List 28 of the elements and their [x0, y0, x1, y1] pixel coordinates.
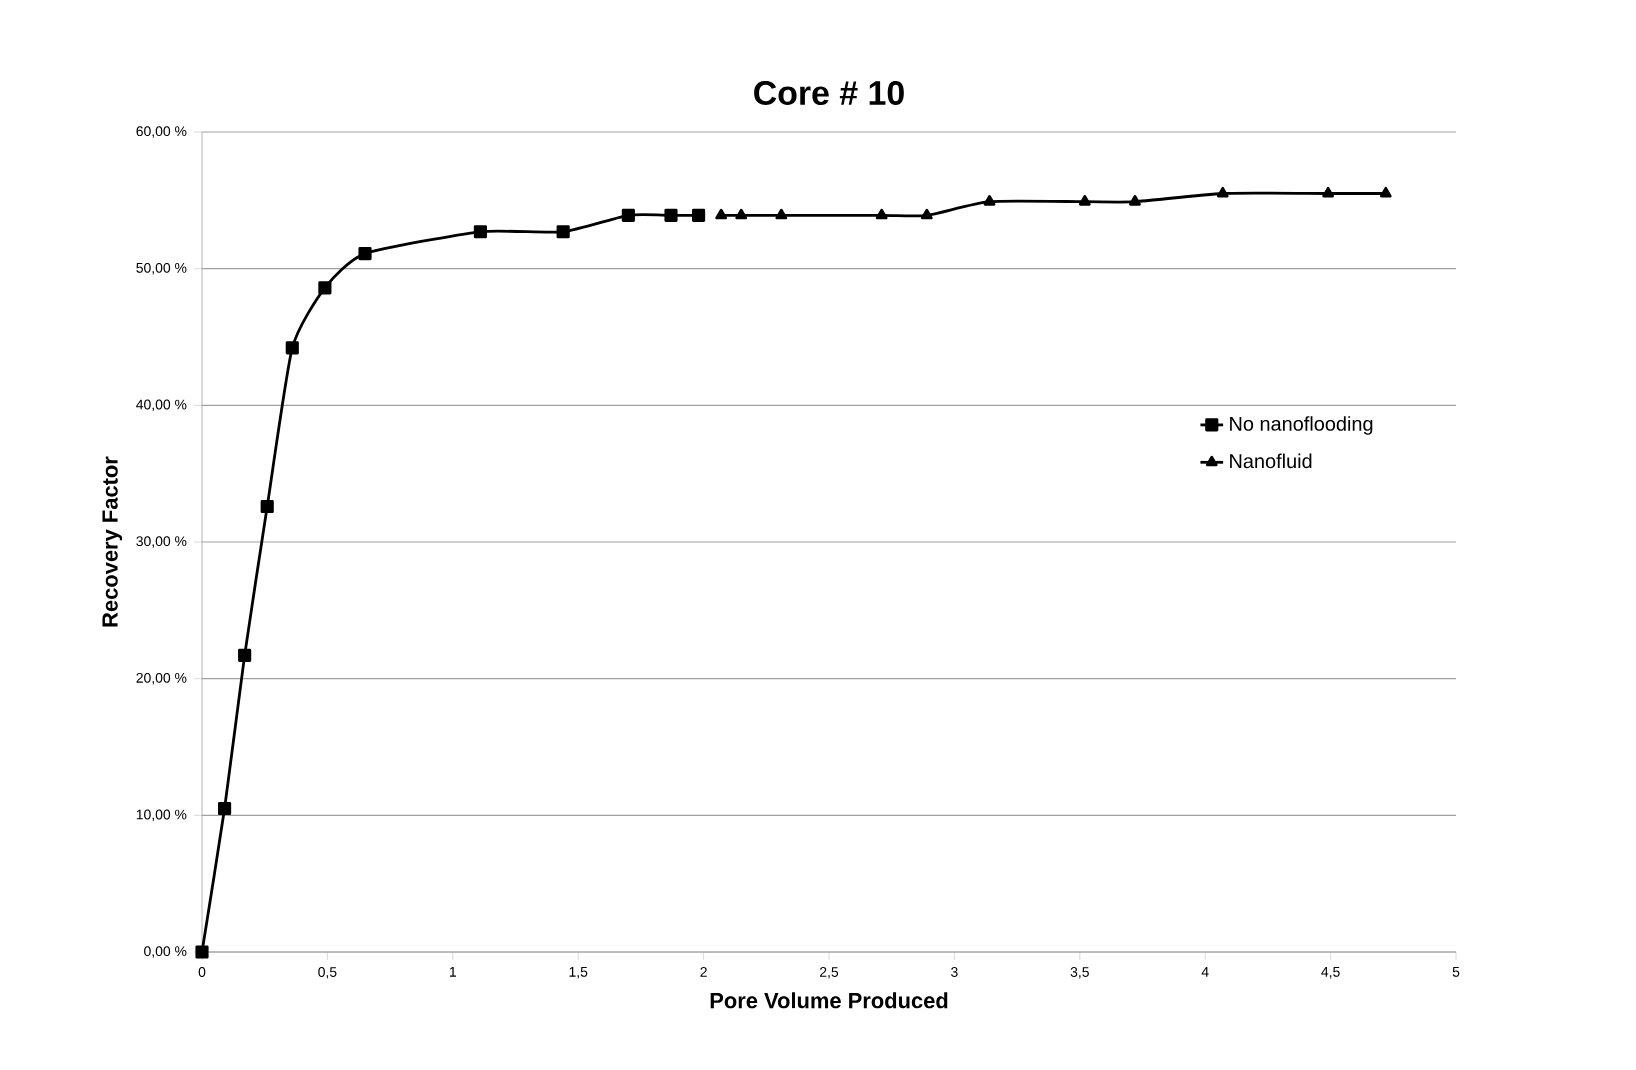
point	[715, 208, 728, 220]
point	[473, 225, 487, 239]
legend-label: No nanoflooding	[1230, 416, 1373, 435]
x-axis-title: Pore Volume Produced	[710, 992, 948, 1009]
point	[983, 195, 996, 206]
point	[875, 208, 888, 220]
point	[1129, 195, 1141, 206]
point	[1216, 186, 1229, 198]
point	[1078, 195, 1091, 206]
point	[1379, 186, 1392, 198]
point	[735, 208, 748, 220]
point	[285, 341, 299, 355]
point	[217, 801, 232, 816]
point	[358, 247, 372, 261]
chart-title: Core # 10	[754, 81, 904, 106]
point	[775, 208, 788, 220]
y-axis-title: Recovery Factor	[102, 456, 123, 627]
legend-label: Nanofluid	[1230, 453, 1312, 469]
point	[556, 225, 570, 239]
point	[318, 281, 332, 295]
point	[664, 208, 678, 222]
point	[920, 208, 933, 220]
point	[238, 648, 252, 663]
point	[1322, 186, 1334, 198]
point	[692, 208, 706, 222]
point	[260, 499, 274, 514]
point	[621, 208, 635, 222]
point	[195, 945, 209, 959]
